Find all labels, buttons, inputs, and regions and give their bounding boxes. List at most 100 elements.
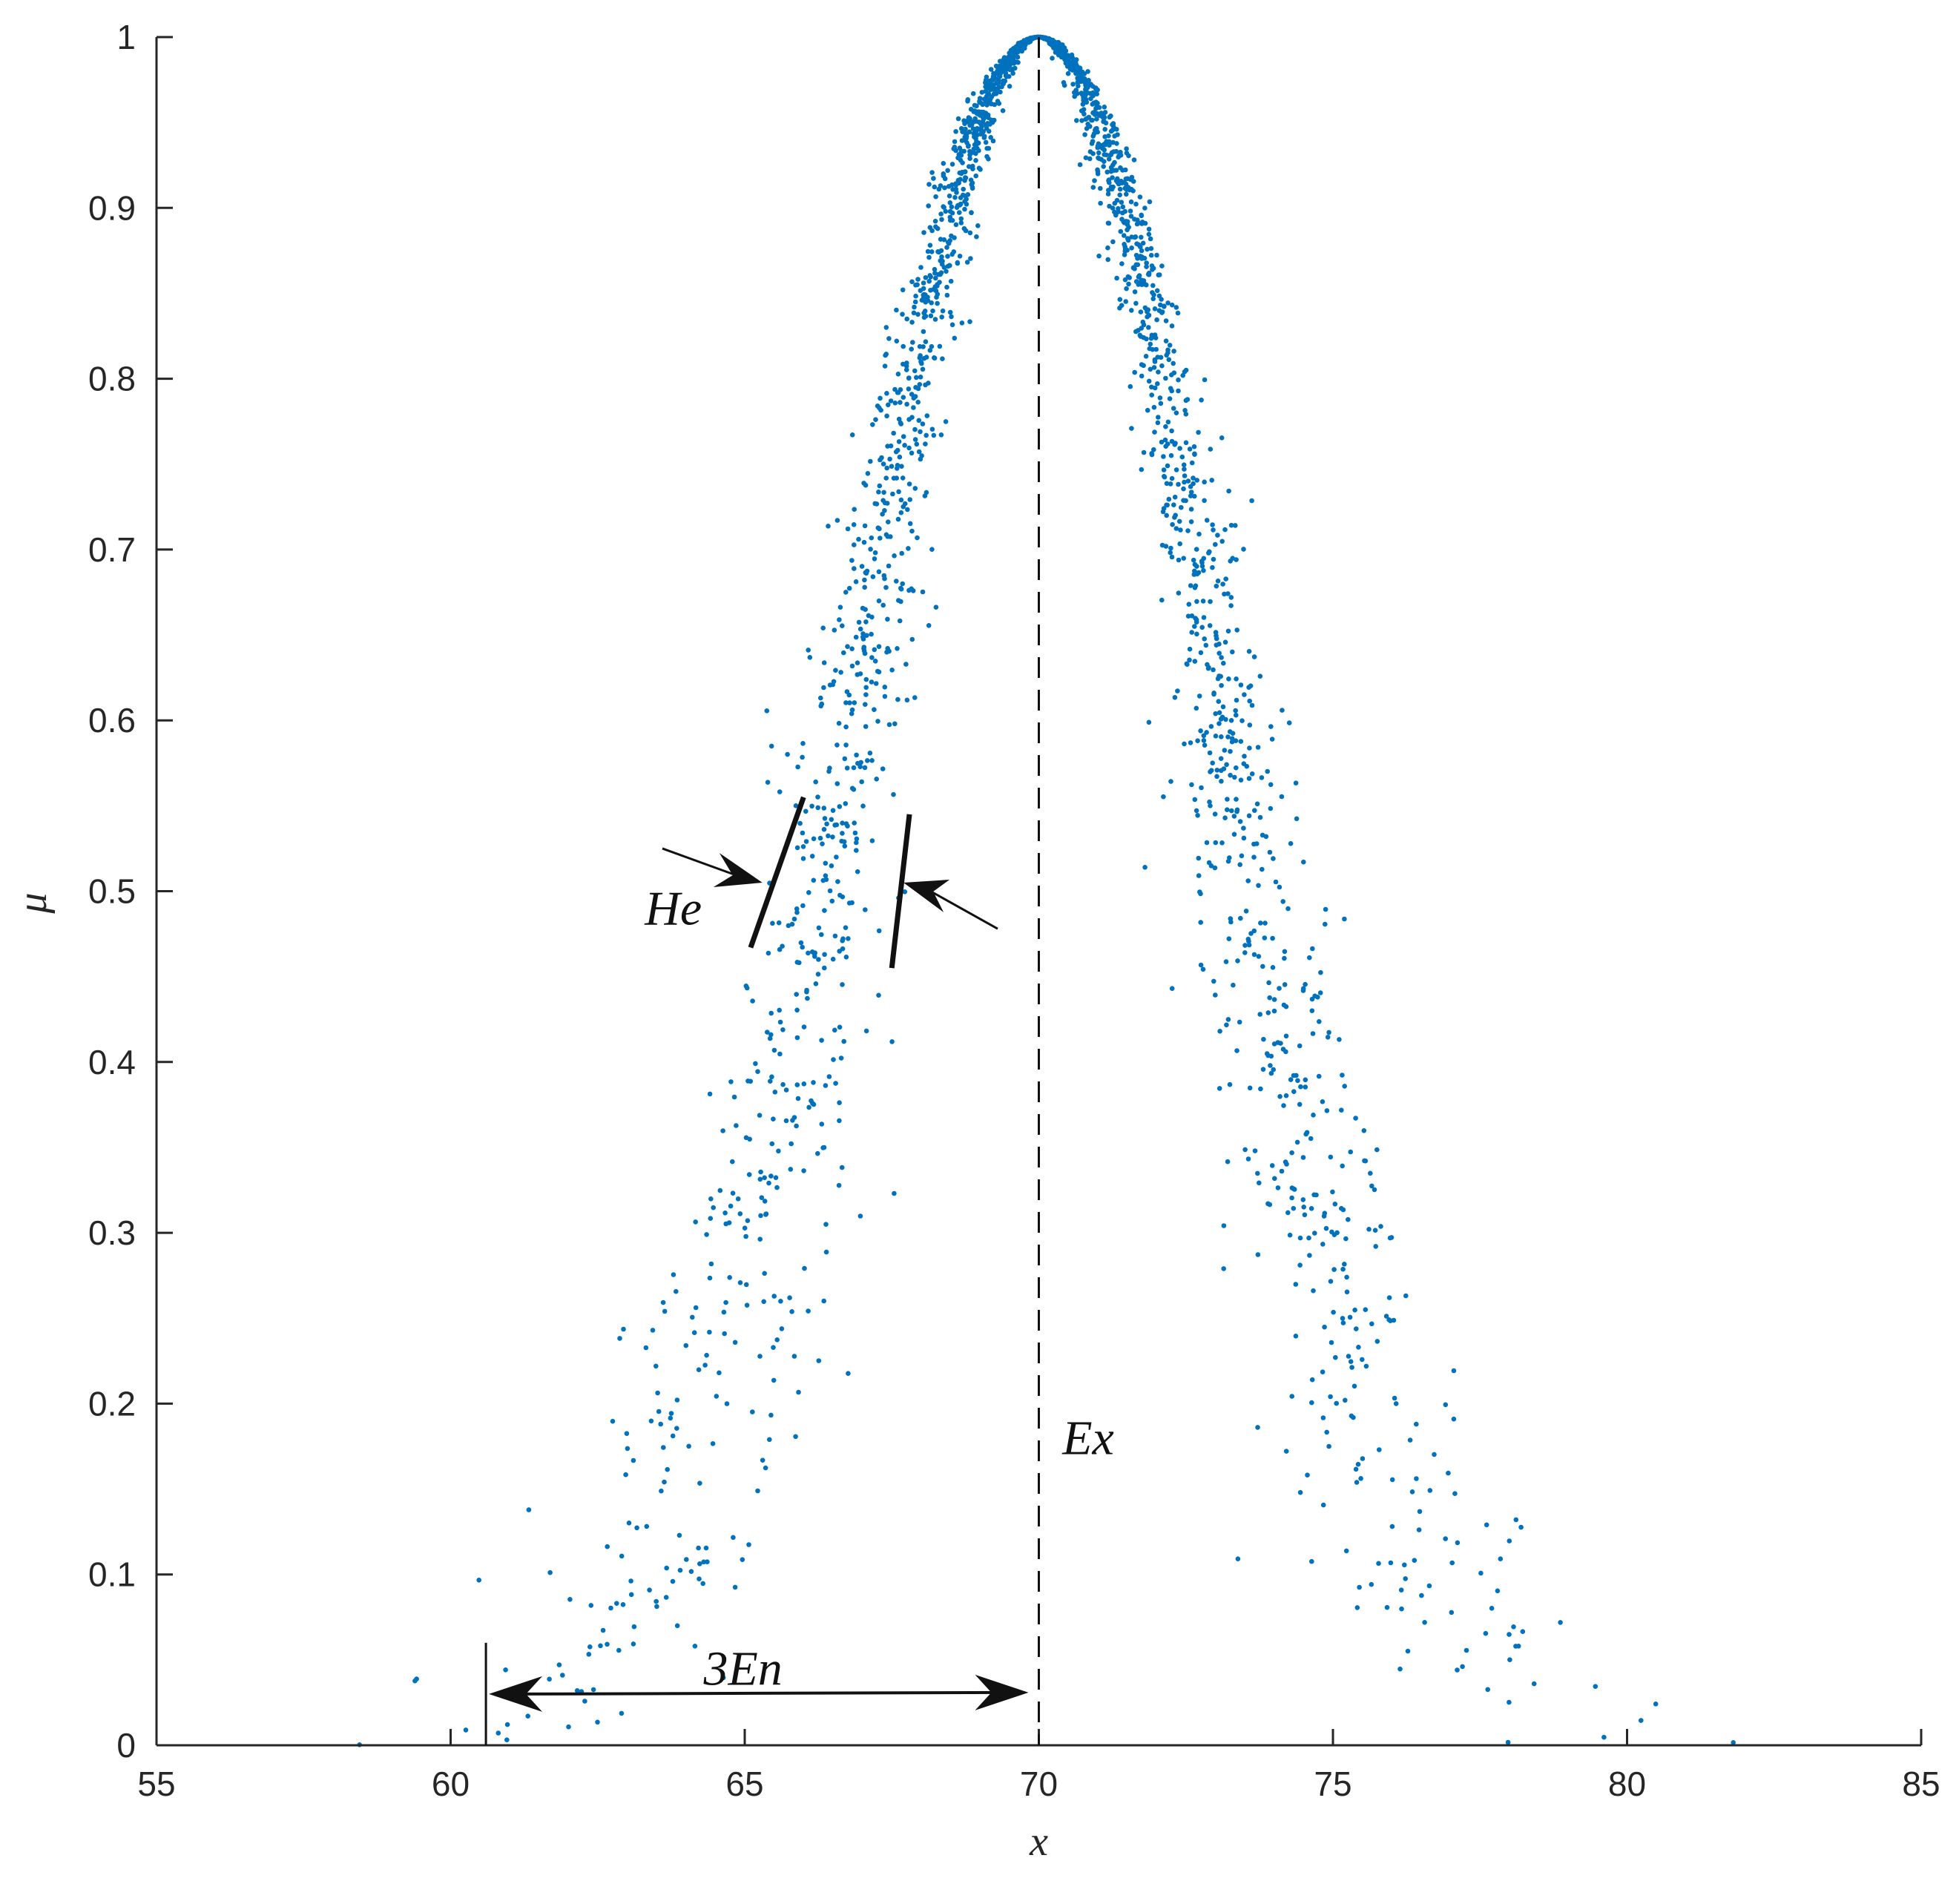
data-point: [668, 1411, 674, 1416]
data-point: [863, 676, 869, 682]
data-point: [1185, 397, 1191, 402]
data-point: [700, 1581, 705, 1587]
data-point: [788, 1167, 794, 1172]
data-point: [708, 1196, 714, 1202]
data-point: [1196, 570, 1202, 576]
data-point: [1389, 1523, 1395, 1529]
data-point: [1151, 365, 1157, 370]
data-point: [1219, 734, 1224, 739]
data-point: [1115, 176, 1120, 182]
data-point: [1172, 695, 1178, 700]
data-point: [1288, 1077, 1294, 1082]
data-point: [1289, 1150, 1294, 1156]
data-point: [1452, 1491, 1458, 1496]
data-point: [1065, 70, 1071, 76]
data-point: [939, 254, 944, 260]
data-point: [1119, 179, 1124, 184]
data-point: [1239, 853, 1245, 859]
data-point: [1255, 1252, 1261, 1257]
data-point: [800, 844, 806, 849]
data-point: [934, 294, 939, 300]
data-point: [872, 659, 878, 664]
data-point: [926, 623, 932, 628]
data-point: [776, 1148, 781, 1154]
data-point: [697, 1480, 702, 1486]
data-point: [1114, 275, 1119, 281]
data-point: [906, 386, 912, 392]
data-point: [1192, 624, 1197, 629]
data-point: [835, 879, 840, 884]
data-point: [722, 1331, 727, 1337]
data-point: [962, 169, 968, 175]
data-point: [837, 1024, 843, 1030]
data-point: [1245, 936, 1251, 942]
data-point: [897, 618, 903, 624]
data-point: [1324, 1429, 1329, 1435]
data-point: [981, 134, 987, 139]
data-point: [1099, 145, 1105, 151]
data-point: [623, 1472, 628, 1478]
data-point: [1195, 813, 1200, 818]
data-point: [1152, 306, 1158, 312]
data-point: [798, 940, 804, 946]
data-point: [886, 563, 892, 569]
data-point: [605, 1641, 610, 1647]
data-point: [967, 164, 972, 169]
data-point: [731, 1535, 736, 1541]
data-point: [906, 375, 912, 381]
data-point: [1128, 186, 1134, 192]
data-point: [1343, 1397, 1348, 1403]
data-point: [1164, 502, 1169, 508]
data-point: [921, 230, 926, 235]
data-point: [794, 1007, 800, 1013]
data-point: [1096, 253, 1102, 259]
data-point: [1484, 1522, 1489, 1528]
data-point: [869, 614, 875, 620]
data-point: [1353, 1116, 1358, 1121]
data-point: [1150, 346, 1156, 352]
data-point: [921, 355, 927, 361]
data-point: [567, 1597, 573, 1602]
data-point: [1200, 966, 1206, 972]
data-point: [840, 820, 845, 826]
data-point: [841, 839, 847, 845]
data-point: [1171, 360, 1176, 366]
data-point: [884, 413, 889, 419]
data-point: [845, 526, 851, 532]
data-point: [976, 165, 982, 171]
data-point: [869, 838, 875, 843]
data-point: [731, 1094, 737, 1100]
data-point: [1352, 1307, 1357, 1313]
data-point: [947, 309, 953, 315]
data-point: [1601, 1734, 1607, 1740]
data-point: [912, 304, 917, 310]
data-point: [1012, 59, 1017, 65]
data-point: [964, 260, 970, 265]
data-point: [1343, 1548, 1349, 1554]
data-point: [610, 1418, 616, 1424]
data-point: [1001, 57, 1007, 62]
data-point: [1176, 377, 1181, 383]
data-point: [793, 803, 799, 808]
data-point: [414, 1676, 419, 1681]
data-point: [1191, 493, 1197, 499]
data-point: [1593, 1684, 1599, 1689]
data-point: [840, 894, 846, 900]
data-point: [1283, 1159, 1288, 1165]
data-point: [1098, 185, 1103, 191]
data-point: [1257, 1180, 1262, 1186]
data-point: [1449, 1560, 1455, 1566]
data-point: [1451, 1416, 1457, 1422]
data-point: [892, 1190, 897, 1196]
data-point: [1123, 181, 1129, 187]
data-point: [920, 421, 926, 426]
data-point: [1231, 831, 1237, 837]
data-point: [760, 1457, 766, 1463]
data-point: [772, 1090, 778, 1095]
data-point: [1132, 289, 1138, 294]
data-point: [883, 532, 889, 538]
data-point: [1255, 1170, 1260, 1176]
data-point: [1182, 408, 1188, 413]
data-point: [1520, 1629, 1526, 1634]
data-point: [1169, 554, 1175, 560]
